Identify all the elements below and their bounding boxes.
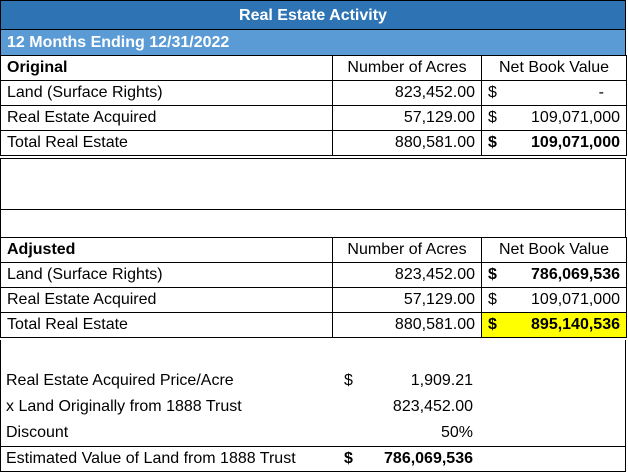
- nbv-cell: $786,069,536: [481, 262, 627, 288]
- nbv-cell: $ -: [481, 80, 627, 106]
- calc-row: Discount 50%: [1, 420, 625, 447]
- acres-cell: 880,581.00: [332, 312, 482, 338]
- acres-cell: 57,129.00: [332, 105, 482, 131]
- nbv-cell: $109,071,000: [481, 130, 627, 156]
- nbv-value: 109,071,000: [531, 291, 620, 308]
- dollar-sign: $: [344, 450, 353, 467]
- dollar-sign: $: [488, 84, 497, 101]
- original-table: Original Number of Acres Net Book Value …: [0, 55, 627, 156]
- row-label: Total Real Estate: [0, 312, 333, 338]
- table-row: Land (Surface Rights) 823,452.00 $ -: [0, 80, 627, 106]
- dollar-sign: $: [488, 134, 497, 151]
- calc-row: Real Estate Acquired Price/Acre $ 1,909.…: [1, 368, 625, 394]
- blank-row: [0, 209, 626, 238]
- table-row: Real Estate Acquired 57,129.00 $109,071,…: [0, 105, 627, 131]
- period-label: 12 Months Ending 12/31/2022: [0, 30, 626, 55]
- nbv-value: 895,140,536: [531, 316, 620, 333]
- sheet-title: Real Estate Activity: [0, 0, 626, 30]
- nbv-value: 786,069,536: [531, 266, 620, 283]
- nbv-column-header: Net Book Value: [481, 55, 627, 81]
- table-row: Real Estate Acquired 57,129.00 $109,071,…: [0, 287, 627, 313]
- calc-label: x Land Originally from 1888 Trust: [6, 398, 242, 415]
- calc-result-row: Estimated Value of Land from 1888 Trust …: [1, 446, 625, 472]
- row-label: Real Estate Acquired: [0, 287, 333, 313]
- row-label: Real Estate Acquired: [0, 105, 333, 131]
- total-row: Total Real Estate 880,581.00 $895,140,53…: [0, 312, 627, 338]
- calc-value: 823,452.00: [392, 398, 473, 415]
- nbv-value: -: [598, 84, 604, 101]
- dollar-sign: $: [488, 316, 497, 333]
- calc-value: 50%: [440, 424, 473, 441]
- blank-row: [0, 158, 626, 210]
- original-header-row: Original Number of Acres Net Book Value: [0, 55, 627, 81]
- calc-value: 1,909.21: [410, 372, 473, 389]
- nbv-value: 109,071,000: [531, 109, 620, 126]
- calc-row: x Land Originally from 1888 Trust 823,45…: [1, 394, 625, 420]
- nbv-column-header: Net Book Value: [481, 237, 627, 263]
- nbv-cell-highlighted: $895,140,536: [481, 312, 627, 338]
- dollar-sign: $: [488, 109, 497, 126]
- dollar-sign: $: [344, 372, 353, 389]
- total-row: Total Real Estate 880,581.00 $109,071,00…: [0, 130, 627, 156]
- valuation-calculation: Real Estate Acquired Price/Acre $ 1,909.…: [0, 340, 626, 472]
- adjusted-heading: Adjusted: [0, 237, 333, 263]
- acres-cell: 57,129.00: [332, 287, 482, 313]
- dollar-sign: $: [488, 266, 497, 283]
- acres-cell: 823,452.00: [332, 262, 482, 288]
- dollar-sign: $: [488, 291, 497, 308]
- nbv-cell: $109,071,000: [481, 287, 627, 313]
- calc-label: Discount: [6, 424, 69, 441]
- nbv-cell: $109,071,000: [481, 105, 627, 131]
- original-heading: Original: [0, 55, 333, 81]
- acres-column-header: Number of Acres: [332, 237, 482, 263]
- row-label: Land (Surface Rights): [0, 80, 333, 106]
- calc-label: Estimated Value of Land from 1888 Trust: [6, 450, 296, 467]
- row-label: Total Real Estate: [0, 130, 333, 156]
- acres-cell: 823,452.00: [332, 80, 482, 106]
- table-row: Land (Surface Rights) 823,452.00 $786,06…: [0, 262, 627, 288]
- nbv-value: 109,071,000: [531, 134, 620, 151]
- adjusted-header-row: Adjusted Number of Acres Net Book Value: [0, 237, 627, 263]
- adjusted-table: Adjusted Number of Acres Net Book Value …: [0, 237, 627, 338]
- row-label: Land (Surface Rights): [0, 262, 333, 288]
- acres-column-header: Number of Acres: [332, 55, 482, 81]
- calc-label: Real Estate Acquired Price/Acre: [6, 372, 234, 389]
- calc-value: 786,069,536: [384, 450, 473, 467]
- acres-cell: 880,581.00: [332, 130, 482, 156]
